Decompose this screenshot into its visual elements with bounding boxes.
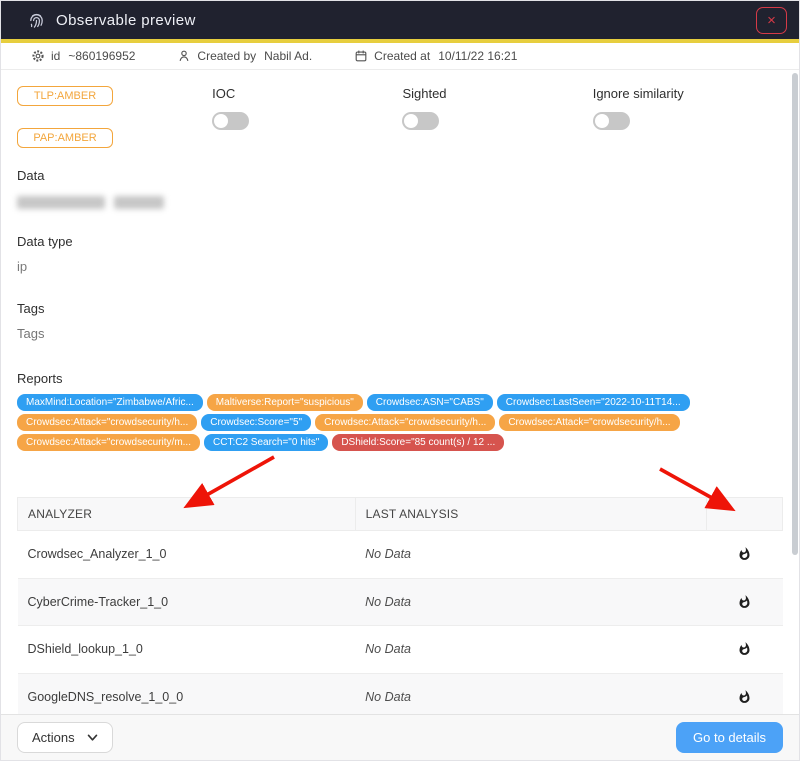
run-analyzer-button[interactable] [735,639,754,658]
fire-icon [739,547,750,561]
last-analysis-value: No Data [365,689,411,704]
report-tag: Crowdsec:Score="5" [201,414,312,431]
analyzer-name: GoogleDNS_resolve_1_0_0 [17,673,356,716]
tlp-badge: TLP:AMBER [17,86,113,106]
user-icon [180,50,189,62]
toggle-group-ioc: IOC [212,86,402,148]
toggle-knob [594,114,609,128]
sighted-toggle[interactable] [402,112,440,130]
report-tag: Crowdsec:Attack="crowdsecurity/m... [17,434,200,451]
last-analysis-value: No Data [365,594,411,609]
column-header-last-analysis: LAST ANALYSIS [355,497,708,531]
table-row: DShield_lookup_1_0 No Data [17,625,783,674]
run-analyzer-button[interactable] [735,592,754,611]
report-tag: Maltiverse:Report="suspicious" [206,394,363,411]
created-at-label: Created at [374,49,431,63]
report-tag: MaxMind:Location="Zimbabwe/Afric... [17,394,203,411]
scrollbar-thumb[interactable] [792,73,798,555]
data-label: Data [17,168,45,183]
column-header-actions [706,497,783,531]
modal-header: Observable preview × [1,1,799,39]
created-at-value: 10/11/22 16:21 [438,49,518,63]
last-analysis-value: No Data [365,642,411,657]
fire-icon [739,594,750,608]
reports-label: Reports [17,371,63,386]
ignore-similarity-toggle[interactable] [592,112,630,130]
sighted-label: Sighted [402,86,447,101]
data-value-redacted [17,194,783,210]
id-label: id [51,49,61,63]
toggle-knob [214,114,229,128]
modal-footer: Actions Go to details [1,714,799,760]
created-by-label: Created by [197,49,257,63]
actions-button-label: Actions [32,730,75,745]
ioc-toggle[interactable] [212,112,250,130]
tags-input[interactable] [17,326,217,341]
meta-id: id ~860196952 [31,49,135,63]
actions-button[interactable]: Actions [17,722,113,753]
calendar-icon [355,50,367,62]
meta-bar: id ~860196952 Created by Nabil Ad. Creat… [1,43,799,70]
table-row: Crowdsec_Analyzer_1_0 No Data [17,530,783,579]
report-tag: Crowdsec:Attack="crowdsecurity/h... [17,414,198,431]
fire-icon [739,642,750,656]
tags-label: Tags [17,301,45,316]
meta-created-at: Created at 10/11/22 16:21 [354,49,517,63]
table-row: GoogleDNS_resolve_1_0_0 No Data [17,673,783,716]
analyzers-table: ANALYZER LAST ANALYSIS Crowdsec_Analyzer… [17,497,783,716]
fingerprint-icon [27,11,46,30]
scrollbar-track [792,71,798,715]
toggle-knob [404,114,419,128]
meta-created-by: Created by Nabil Ad. [177,49,312,63]
report-tags: MaxMind:Location="Zimbabwe/Afric... Malt… [17,394,797,451]
chevron-down-icon [87,734,97,741]
report-tag: Crowdsec:Attack="crowdsecurity/h... [315,414,496,431]
id-value: ~860196952 [68,49,136,63]
report-tag: CCT:C2 Search="0 hits" [204,434,329,451]
report-tag: Crowdsec:Attack="crowdsecurity/h... [499,414,680,431]
accent-divider [1,39,799,43]
run-analyzer-button[interactable] [735,544,754,563]
run-analyzer-button[interactable] [735,687,754,706]
analyzer-name: Crowdsec_Analyzer_1_0 [17,530,356,579]
modal-title: Observable preview [56,11,196,29]
pap-badge: PAP:AMBER [17,128,113,148]
analyzer-name: DShield_lookup_1_0 [17,625,356,674]
report-tag: DShield:Score="85 count(s) / 12 ... [332,434,505,451]
ioc-label: IOC [212,86,236,101]
report-tag: Crowdsec:LastSeen="2022-10-11T14... [496,394,690,411]
column-header-analyzer: ANALYZER [17,497,356,531]
created-by-value: Nabil Ad. [264,49,313,63]
toggle-group-ignore-similarity: Ignore similarity [592,86,783,148]
gear-icon [32,50,44,62]
analyzer-name: CyberCrime-Tracker_1_0 [17,578,356,626]
report-tag: Crowdsec:ASN="CABS" [366,394,493,411]
close-button[interactable]: × [756,6,787,34]
toggle-group-sighted: Sighted [402,86,592,148]
fire-icon [739,689,750,703]
redacted-blob [17,195,105,209]
go-to-details-button[interactable]: Go to details [676,722,783,753]
modal-body: TLP:AMBER PAP:AMBER IOC Sighted Ignore s… [1,70,799,716]
table-row: CyberCrime-Tracker_1_0 No Data [17,578,783,626]
ignore-similarity-label: Ignore similarity [592,86,684,101]
data-type-value: ip [17,259,28,274]
redacted-blob [114,195,164,209]
last-analysis-value: No Data [365,547,411,562]
data-type-label: Data type [17,234,73,249]
